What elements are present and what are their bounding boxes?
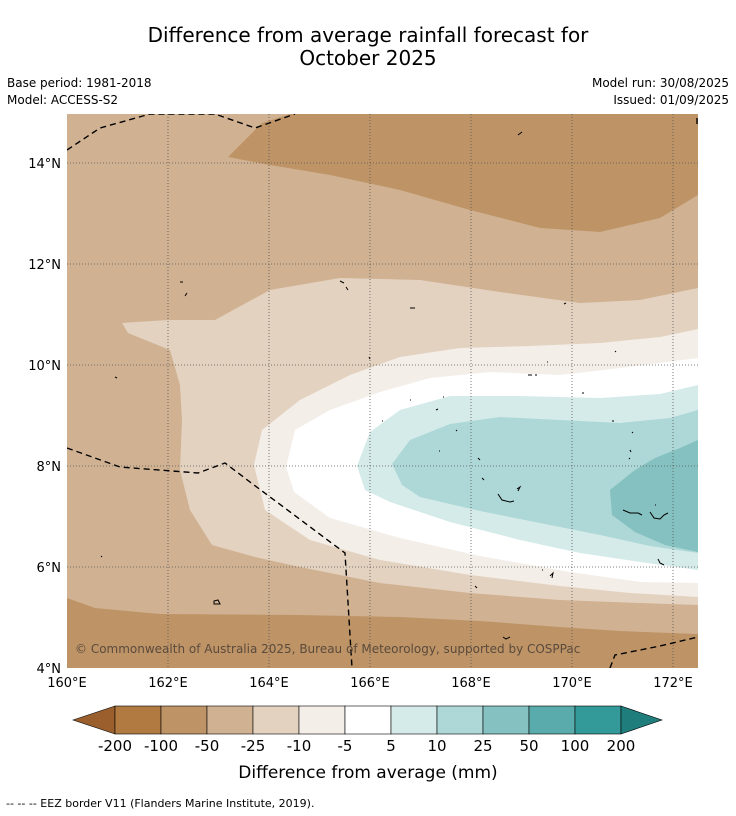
lat-label-8n: 8°N: [37, 460, 62, 475]
lat-labels: 4°N 6°N 8°N 10°N 12°N 14°N: [28, 157, 61, 677]
legend-swatch-5: [298, 705, 346, 735]
legend-tick: -5: [338, 737, 353, 755]
model-name: Model: ACCESS-S2: [7, 93, 119, 107]
legend-swatch-4: [252, 705, 300, 735]
model-run-date: Model run: 30/08/2025: [591, 76, 729, 90]
lon-label-172e: 172°E: [653, 676, 693, 691]
lon-label-164e: 164°E: [249, 676, 289, 691]
legend-swatch-8: [436, 705, 484, 735]
base-period: Base period: 1981-2018: [7, 76, 152, 90]
zone-minus100-to-minus50-north: [228, 114, 698, 232]
issued-date: Issued: 01/09/2025: [613, 93, 729, 107]
lat-label-12n: 12°N: [28, 258, 61, 273]
legend-arrow-low: [72, 705, 116, 735]
lon-label-162e: 162°E: [148, 676, 188, 691]
legend-tick: -25: [241, 737, 266, 755]
legend-tick: 25: [473, 737, 492, 755]
lon-labels: 160°E 162°E 164°E 166°E 168°E 170°E 172°…: [47, 676, 693, 691]
legend-tick: -200: [98, 737, 132, 755]
lat-label-4n: 4°N: [37, 662, 62, 677]
legend-label: Difference from average (mm): [238, 763, 497, 783]
eez-border-west: [67, 447, 353, 668]
legend-tick: -10: [287, 737, 312, 755]
legend-tick: -50: [195, 737, 220, 755]
chart-title-line-2: October 2025: [299, 46, 437, 70]
legend-tick: 50: [519, 737, 538, 755]
legend-arrow-high: [620, 705, 663, 735]
legend-tick: 10: [427, 737, 446, 755]
lon-label-168e: 168°E: [451, 676, 491, 691]
lat-label-14n: 14°N: [28, 157, 61, 172]
legend-swatch-11: [574, 705, 622, 735]
legend-swatch-3: [206, 705, 254, 735]
legend-tick: 200: [607, 737, 636, 755]
legend-swatch-9: [482, 705, 530, 735]
color-legend: -200 -100 -50 -25 -10 -5 5 10 25 50 100 …: [72, 705, 663, 783]
legend-swatch-7: [390, 705, 438, 735]
legend-tick: 5: [386, 737, 396, 755]
lat-label-10n: 10°N: [28, 359, 61, 374]
lat-label-6n: 6°N: [37, 561, 62, 576]
lon-label-170e: 170°E: [552, 676, 592, 691]
chart-title-line-1: Difference from average rainfall forecas…: [147, 23, 589, 47]
graticule: [67, 114, 698, 668]
legend-swatch-6: [344, 705, 392, 735]
legend-swatch-1: [114, 705, 162, 735]
legend-tick: 100: [561, 737, 590, 755]
legend-swatch-10: [528, 705, 576, 735]
legend-tick: -100: [144, 737, 178, 755]
legend-swatch-2: [160, 705, 208, 735]
lon-label-160e: 160°E: [47, 676, 87, 691]
lon-label-166e: 166°E: [350, 676, 390, 691]
eez-border-north: [67, 114, 296, 151]
contour-fills: [67, 114, 698, 668]
zone-minus100-to-minus50-south: [67, 598, 698, 668]
copyright-notice: © Commonwealth of Australia 2025, Bureau…: [75, 642, 580, 656]
zone-25-to-50: [610, 440, 698, 552]
eez-borders: [67, 114, 698, 668]
islands: [100, 131, 669, 640]
eez-footnote: -- -- -- EEZ border V11 (Flanders Marine…: [6, 797, 315, 810]
